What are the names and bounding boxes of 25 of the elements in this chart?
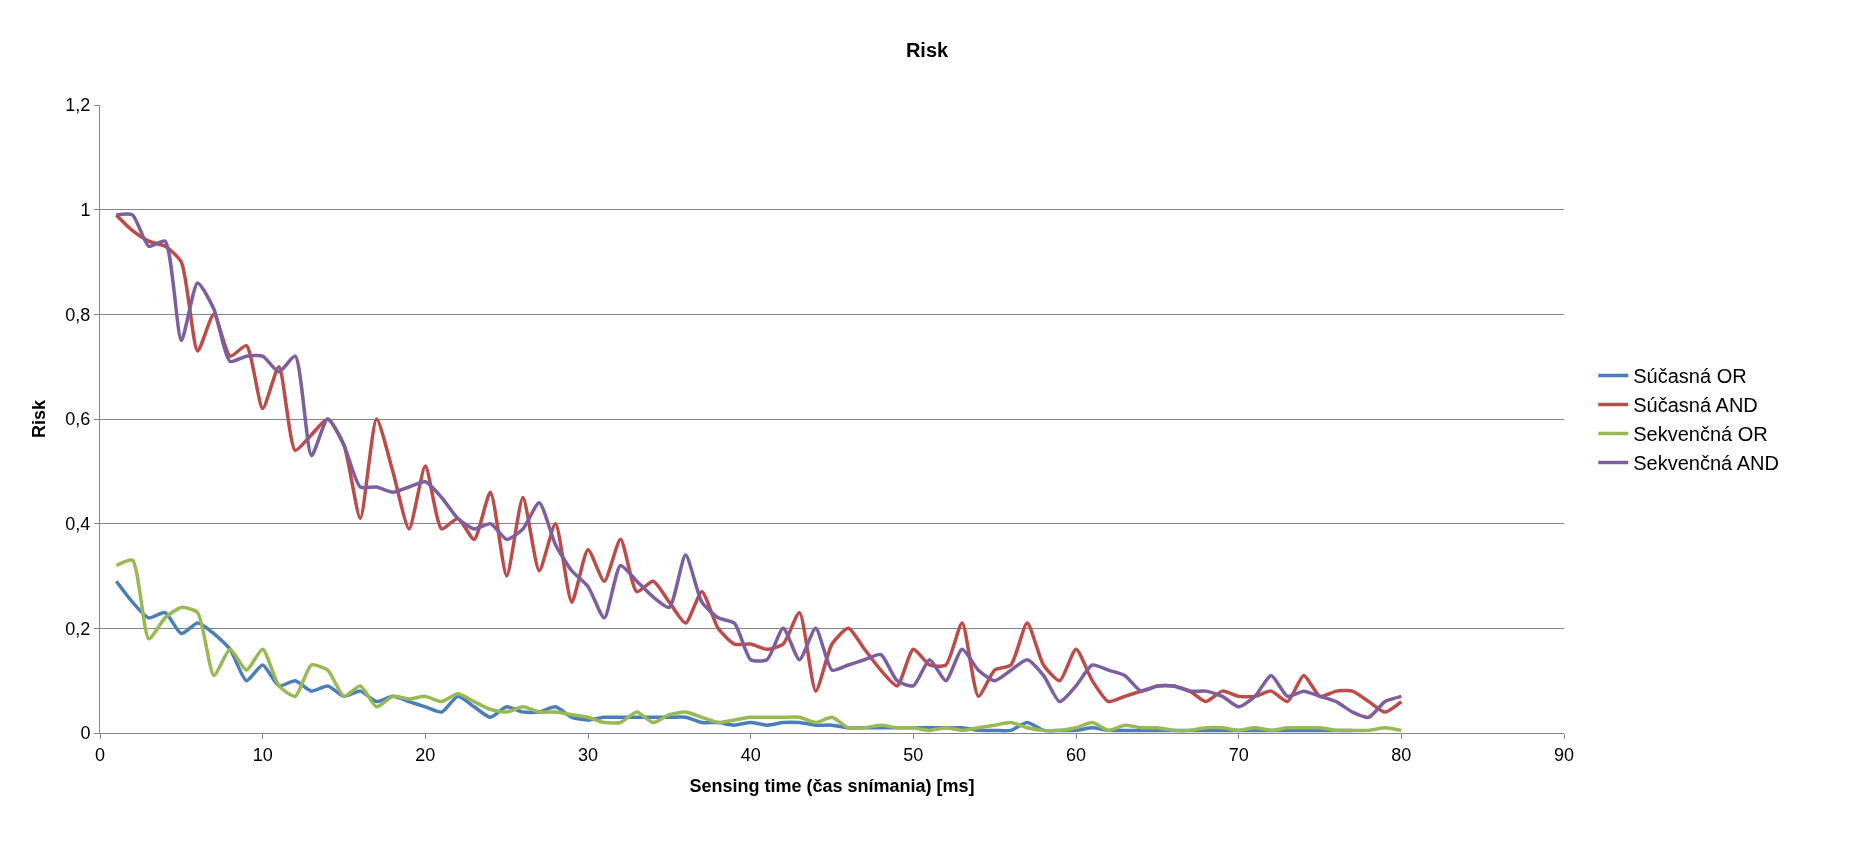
legend-label: Súčasná AND — [1633, 394, 1758, 417]
x-tick-label: 40 — [740, 744, 761, 765]
chart-title: Risk — [905, 38, 949, 61]
y-tick-label: 0,2 — [65, 618, 91, 639]
x-tick-label: 10 — [252, 744, 273, 765]
x-tick-label: 30 — [577, 744, 599, 765]
y-tick-label: 1,2 — [65, 95, 91, 116]
x-tick-label: 70 — [1228, 744, 1249, 765]
x-tick-label: 20 — [415, 744, 436, 765]
y-axis-title: Risk — [28, 399, 49, 439]
x-tick-label: 80 — [1391, 744, 1412, 765]
y-tick-label: 0,8 — [65, 304, 91, 325]
x-tick-label: 0 — [94, 744, 106, 765]
y-tick-label: 1 — [80, 199, 91, 220]
legend-label: Súčasná OR — [1633, 365, 1747, 388]
legend-label: Sekvenčná OR — [1633, 423, 1768, 446]
y-tick-label: 0,6 — [65, 409, 91, 430]
x-tick-label: 90 — [1553, 744, 1575, 765]
x-tick-label: 50 — [903, 744, 924, 765]
line-series — [114, 558, 1404, 733]
y-tick-label: 0 — [80, 723, 91, 744]
x-axis-title: Sensing time (čas snímania) [ms] — [689, 775, 975, 796]
legend-label: Sekvenčná AND — [1633, 452, 1779, 475]
x-tick-label: 60 — [1065, 744, 1087, 765]
y-tick-label: 0,4 — [65, 513, 91, 534]
